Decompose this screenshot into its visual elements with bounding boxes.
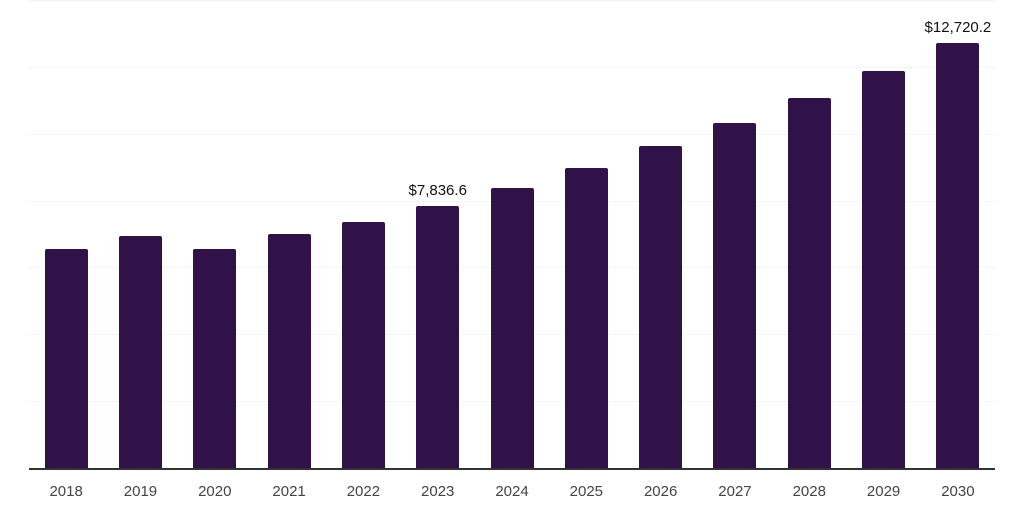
bar-2018 — [44, 248, 88, 468]
x-axis: 2018 2019 2020 2021 2022 2023 2024 2025 2026 2027… — [29, 484, 995, 499]
x-tick-2026: 2026 — [643, 483, 678, 500]
bar-2022 — [341, 221, 385, 468]
bar-band-2024 — [475, 0, 549, 468]
x-tick-2029: 2029 — [866, 483, 901, 500]
x-tick-2021: 2021 — [272, 483, 306, 500]
bar-2028 — [787, 97, 831, 468]
bar-band-2020 — [178, 0, 252, 468]
bar-value-label-2030: $12,720.2 — [924, 18, 992, 36]
bar-band-2019 — [103, 0, 177, 468]
bar-band-2027 — [698, 0, 772, 468]
x-tick-2024: 2024 — [495, 483, 529, 500]
bar-band-2028 — [772, 0, 846, 468]
bar-band-2023: $7,836.6 — [401, 0, 475, 468]
bar-2019 — [118, 236, 162, 468]
bar-value-label-2023: $7,836.6 — [408, 182, 467, 200]
bar-2029 — [862, 70, 906, 468]
bar-2030 — [936, 42, 980, 468]
plot-area: $7,836.6 $12,720.2 — [29, 0, 995, 470]
bar-band-2022 — [326, 0, 400, 468]
x-tick-2025: 2025 — [569, 483, 604, 500]
x-tick-2020: 2020 — [198, 483, 232, 500]
bar-2025 — [564, 167, 608, 468]
bar-2024 — [490, 187, 534, 468]
x-tick-2019: 2019 — [123, 483, 158, 500]
x-tick-2022: 2022 — [346, 483, 381, 500]
bar-2023 — [416, 206, 460, 468]
bar-2027 — [713, 123, 757, 468]
bar-band-2025 — [549, 0, 623, 468]
x-tick-2023: 2023 — [421, 483, 455, 500]
bar-2020 — [193, 249, 237, 468]
bar-band-2026 — [624, 0, 698, 468]
bar-band-2030: $12,720.2 — [921, 0, 995, 468]
x-tick-2030: 2030 — [941, 483, 975, 500]
bar-band-2029 — [846, 0, 920, 468]
bar-band-2018 — [29, 0, 103, 468]
x-tick-2018: 2018 — [49, 483, 83, 500]
x-tick-2027: 2027 — [718, 483, 752, 500]
bar-band-2021 — [252, 0, 326, 468]
x-tick-2028: 2028 — [792, 483, 826, 500]
bar-2021 — [267, 233, 311, 468]
bar-2026 — [639, 146, 683, 468]
